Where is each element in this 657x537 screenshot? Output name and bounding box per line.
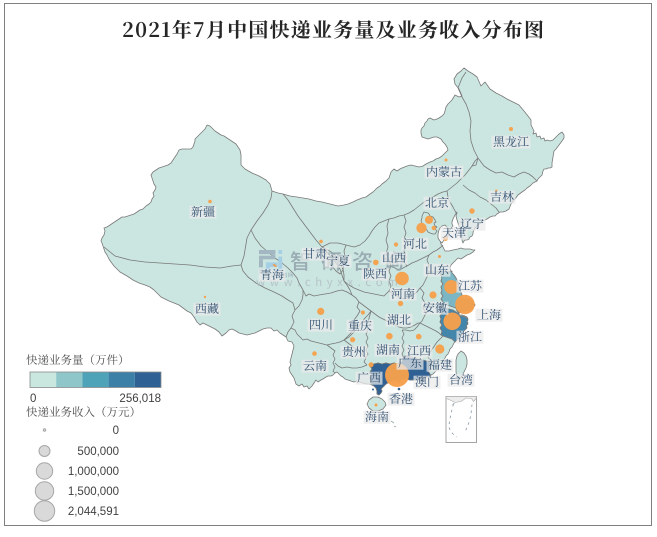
svg-text:0: 0 <box>30 393 36 405</box>
svg-text:0: 0 <box>113 425 119 437</box>
svg-text:2,044,591: 2,044,591 <box>68 506 119 518</box>
svg-text:1,500,000: 1,500,000 <box>68 486 119 498</box>
svg-text:1,000,000: 1,000,000 <box>68 466 119 478</box>
svg-text:500,000: 500,000 <box>77 446 119 458</box>
svg-text:256,018: 256,018 <box>119 393 161 405</box>
